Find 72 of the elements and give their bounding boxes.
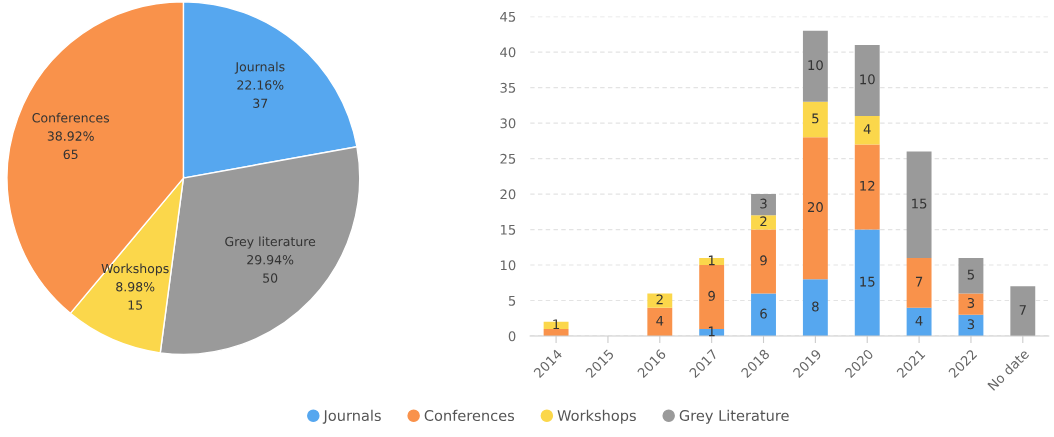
legend-label: Grey Literature: [679, 409, 789, 424]
bar: [802, 137, 828, 280]
text: 29.94%: [247, 255, 294, 265]
bar: [802, 279, 828, 337]
legend-label: Workshops: [557, 409, 636, 424]
bar: [854, 115, 880, 145]
bar: [906, 151, 932, 258]
data-label: 65: [63, 149, 78, 160]
data-label: 4: [656, 315, 664, 326]
y-tick-label: 40: [500, 47, 516, 58]
data-label: 1: [553, 319, 560, 330]
bar: [647, 293, 673, 308]
data-label: 10: [860, 74, 875, 85]
bar: [854, 229, 880, 337]
bar: [958, 293, 984, 315]
data-label: 9: [708, 290, 715, 301]
bar: [958, 314, 984, 337]
data-label: 3: [967, 297, 975, 308]
data-label: 2: [760, 216, 767, 227]
data-label: 9: [760, 255, 767, 266]
text: 38.92%: [47, 131, 94, 141]
bar: [854, 45, 880, 116]
data-label: 5: [812, 113, 819, 124]
bar: [802, 30, 828, 102]
data-label: 20: [807, 202, 823, 213]
bar: [751, 215, 776, 230]
data-label: 50: [263, 273, 278, 283]
data-label: 37: [253, 98, 268, 108]
slice-label: Grey literature: [225, 236, 316, 249]
y-tick-label: 15: [500, 224, 516, 235]
data-label: 10: [808, 60, 823, 71]
bar: [543, 321, 569, 329]
y-tick-label: 25: [500, 153, 516, 164]
text: 22.16%: [237, 80, 284, 90]
y-tick-label: 10: [500, 260, 516, 271]
data-label: 15: [912, 198, 927, 209]
slice-label: Conferences: [32, 112, 110, 123]
data-label: 6: [760, 308, 767, 319]
bar: [1010, 286, 1036, 337]
data-label: 4: [915, 315, 923, 326]
bar: [906, 257, 932, 308]
data-label: 7: [1019, 305, 1026, 315]
data-label: 15: [860, 276, 875, 287]
bar: [958, 257, 984, 294]
y-tick-label: 5: [508, 295, 516, 306]
slice-label: Journals: [234, 61, 285, 74]
data-label: 3: [760, 198, 767, 209]
bar: [751, 293, 776, 337]
y-tick-label: 45: [500, 12, 516, 22]
data-label: 5: [967, 269, 974, 280]
data-label: 8: [812, 301, 819, 312]
bar: [854, 144, 880, 230]
bar: [906, 307, 932, 337]
data-label: 1: [708, 326, 715, 337]
bar: [751, 229, 776, 294]
data-label: 7: [915, 276, 923, 287]
data-label: 1: [708, 255, 715, 266]
data-label: 2: [656, 294, 663, 305]
data-label: 4: [863, 124, 871, 134]
legend-label: Conferences: [424, 409, 515, 422]
y-tick-label: 35: [500, 82, 516, 93]
y-tick-label: 0: [508, 331, 516, 342]
y-tick-label: 20: [500, 189, 516, 200]
bar: [802, 101, 828, 138]
bar: [751, 194, 776, 216]
text: 8.98%: [116, 282, 155, 292]
data-label: 15: [128, 300, 143, 310]
data-label: 12: [860, 180, 875, 191]
y-tick-label: 30: [500, 118, 516, 129]
bar: [647, 307, 673, 337]
legend-label: Journals: [322, 409, 381, 424]
data-label: 3: [967, 319, 975, 330]
